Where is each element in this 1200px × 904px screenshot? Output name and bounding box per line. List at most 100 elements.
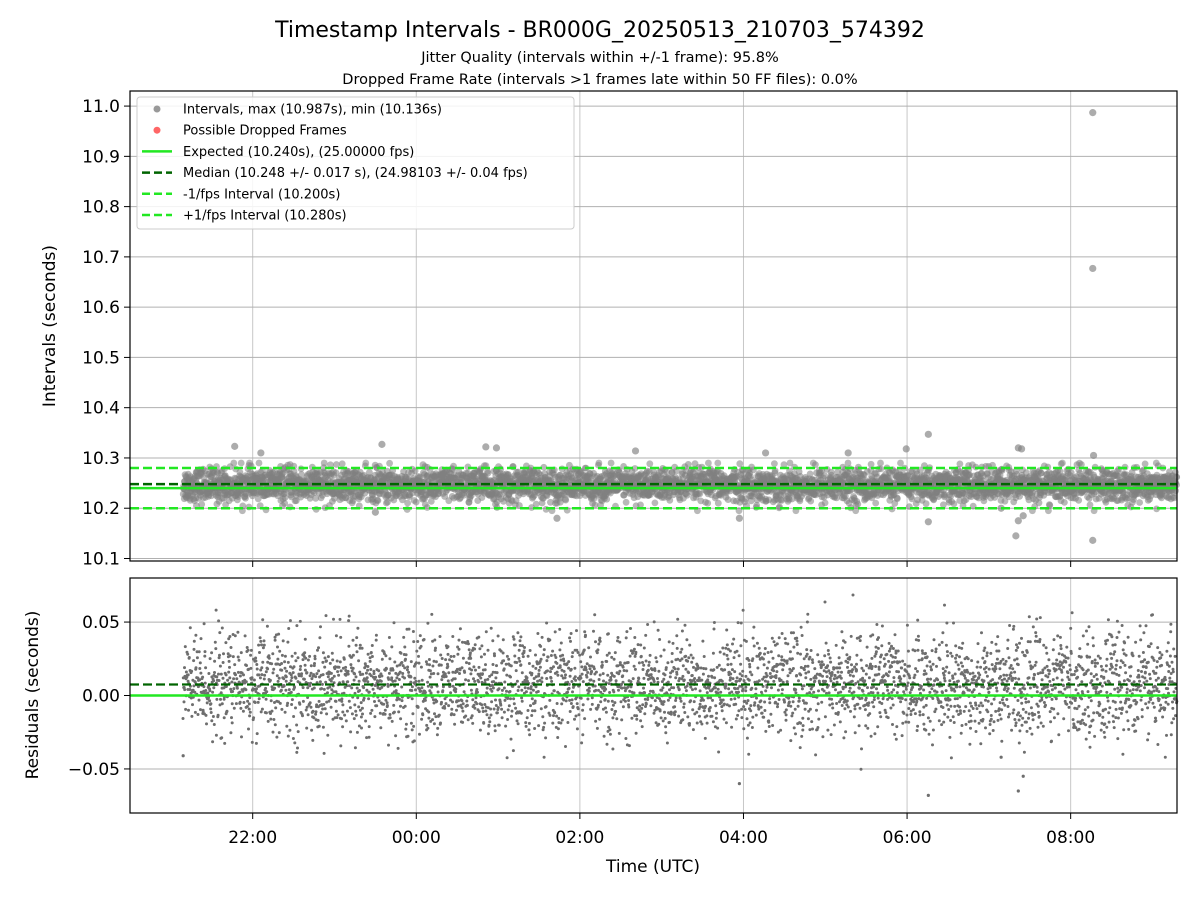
residual-point xyxy=(409,676,412,679)
residual-point xyxy=(346,710,349,713)
residual-point xyxy=(312,710,315,713)
interval-point xyxy=(894,495,901,502)
residual-point xyxy=(398,678,401,681)
residual-point xyxy=(397,747,400,750)
interval-point xyxy=(807,498,814,505)
residual-point xyxy=(199,672,202,675)
interval-point xyxy=(413,499,420,506)
residual-point xyxy=(245,680,248,683)
residual-point xyxy=(294,652,297,655)
interval-point xyxy=(230,460,237,467)
residual-point xyxy=(402,636,405,639)
residual-point xyxy=(277,633,280,636)
residual-point xyxy=(310,706,313,709)
residual-point xyxy=(356,627,359,630)
residual-point xyxy=(309,682,312,685)
residual-point xyxy=(265,698,268,701)
residual-point xyxy=(259,636,262,639)
residual-point xyxy=(387,685,390,688)
residual-point xyxy=(285,725,288,728)
residual-point xyxy=(399,717,402,720)
residual-point xyxy=(361,647,364,650)
residual-point xyxy=(287,627,290,630)
residual-point xyxy=(278,677,281,680)
residual-point xyxy=(290,691,293,694)
residual-point xyxy=(209,657,212,660)
residual-point xyxy=(372,688,375,691)
residual-point xyxy=(349,730,352,733)
residual-point xyxy=(297,730,300,733)
residual-point xyxy=(215,734,218,737)
residual-point xyxy=(205,722,208,725)
residual-point xyxy=(235,677,238,680)
residual-point xyxy=(260,673,263,676)
residual-point xyxy=(331,658,334,661)
residual-point xyxy=(265,690,268,693)
residual-point xyxy=(248,702,251,705)
residual-point xyxy=(434,647,437,650)
residual-point xyxy=(395,689,398,692)
residual-point xyxy=(256,668,259,671)
residual-point xyxy=(343,714,346,717)
residual-point xyxy=(280,689,283,692)
residual-point xyxy=(360,727,363,730)
residual-point xyxy=(272,668,275,671)
interval-point xyxy=(923,500,930,507)
residual-point xyxy=(403,646,406,649)
residual-point xyxy=(397,710,400,713)
residual-point xyxy=(308,655,311,658)
residual-point xyxy=(290,679,293,682)
residual-point xyxy=(282,639,285,642)
residual-point xyxy=(430,686,433,689)
residual-point xyxy=(325,614,328,617)
residual-point xyxy=(373,700,376,703)
residual-point xyxy=(443,707,446,710)
residual-point xyxy=(317,646,320,649)
interval-point xyxy=(321,460,328,467)
residual-point xyxy=(245,664,248,667)
residual-point xyxy=(348,615,351,618)
residual-point xyxy=(217,619,220,622)
interval-point xyxy=(1075,497,1082,504)
residual-point xyxy=(313,662,316,665)
residual-point xyxy=(318,725,321,728)
residual-point xyxy=(215,609,218,612)
residual-point xyxy=(418,680,421,683)
residual-point xyxy=(328,686,331,689)
residual-point xyxy=(370,709,373,712)
residual-point xyxy=(370,651,373,654)
residual-point xyxy=(280,669,283,672)
residual-point xyxy=(246,700,249,703)
residual-point xyxy=(212,715,215,718)
residual-point xyxy=(388,672,391,675)
residual-point xyxy=(199,708,202,711)
residual-point xyxy=(318,700,321,703)
residual-point xyxy=(267,720,270,723)
residual-point xyxy=(384,654,387,657)
residual-point xyxy=(410,689,413,692)
residual-point xyxy=(335,710,338,713)
residual-point xyxy=(357,705,360,708)
residual-point xyxy=(315,710,318,713)
residual-point xyxy=(193,648,196,651)
residual-point xyxy=(230,646,233,649)
residual-point xyxy=(367,653,370,656)
residual-point xyxy=(263,644,266,647)
interval-point xyxy=(951,500,958,507)
residual-point xyxy=(298,703,301,706)
residual-point xyxy=(260,666,263,669)
residual-point xyxy=(303,651,306,654)
residual-point xyxy=(368,736,371,739)
residual-point xyxy=(384,709,387,712)
residual-point xyxy=(320,687,323,690)
residual-point xyxy=(288,729,291,732)
residual-point xyxy=(324,681,327,684)
residual-point xyxy=(317,669,320,672)
residual-point xyxy=(221,702,224,705)
residual-point xyxy=(420,686,423,689)
residual-point xyxy=(439,635,442,638)
residual-point xyxy=(239,701,242,704)
interval-point xyxy=(652,500,659,507)
residual-point xyxy=(352,667,355,670)
